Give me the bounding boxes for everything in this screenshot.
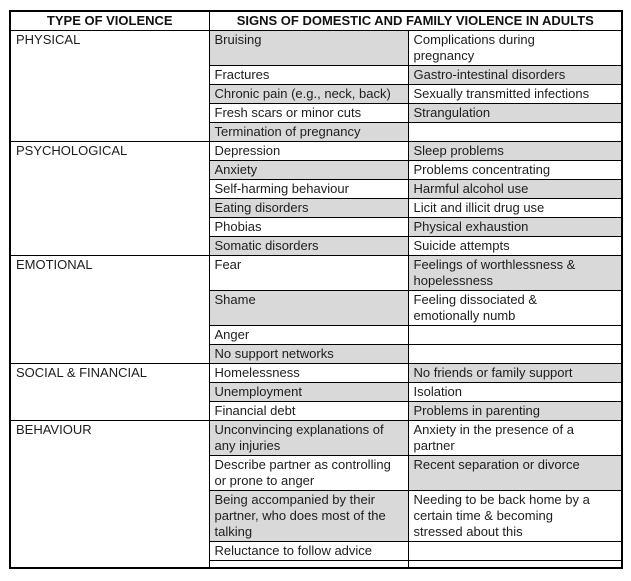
table-row: Termination of pregnancy xyxy=(10,122,623,142)
table-row: PSYCHOLOGICAL Depression Sleep problems xyxy=(9,141,623,256)
sign-cell xyxy=(407,560,623,569)
sign-cell: Complications during pregnancy xyxy=(407,30,623,66)
table-row: SOCIAL & FINANCIAL Homelessness No friends… xyxy=(9,363,623,421)
sign-cell: Reluctance to follow advice xyxy=(208,541,409,561)
table-row: Self-harming behaviour Harmful alcohol us… xyxy=(10,179,623,199)
sign-cell: Feeling dissociated & emotionally numb xyxy=(407,290,623,326)
header-type-of-violence: TYPE OF VIOLENCE xyxy=(9,10,210,31)
table-row: Being accompanied by their partner, who … xyxy=(10,490,623,542)
sign-cell: Recent separation or divorce xyxy=(407,455,623,491)
table-row: Unemployment Isolation xyxy=(10,382,623,402)
sign-cell xyxy=(407,541,623,561)
type-of-violence-cell: EMOTIONAL xyxy=(9,255,210,364)
table-row: Reluctance to follow advice xyxy=(10,541,623,561)
sign-cell: Harmful alcohol use xyxy=(407,179,623,199)
sign-cell: Physical exhaustion xyxy=(407,217,623,237)
table-row: Financial debt Problems in parenting xyxy=(10,401,623,421)
table-row: Eating disorders Licit and illicit drug u… xyxy=(10,198,623,218)
sign-cell: Problems in parenting xyxy=(407,401,623,421)
type-of-violence-cell: BEHAVIOUR xyxy=(9,420,210,569)
table-row: Fresh scars or minor cuts Strangulation xyxy=(10,103,623,123)
table-row: Somatic disorders Suicide attempts xyxy=(10,236,623,256)
type-of-violence-cell: SOCIAL & FINANCIAL xyxy=(9,363,210,421)
sign-cell: Describe partner as controlling or prone… xyxy=(208,455,409,491)
sign-cell: Financial debt xyxy=(208,401,409,421)
table-row: Chronic pain (e.g., neck, back) Sexually … xyxy=(10,84,623,104)
violence-signs-table: TYPE OF VIOLENCE SIGNS OF DOMESTIC AND F… xyxy=(9,10,624,569)
sign-cell: Unconvincing explanations of any injurie… xyxy=(208,420,409,456)
sign-cell: Problems concentrating xyxy=(407,160,623,180)
sign-cell: Phobias xyxy=(208,217,409,237)
sign-cell: Fresh scars or minor cuts xyxy=(208,103,409,123)
sign-cell: Chronic pain (e.g., neck, back) xyxy=(208,84,409,104)
sign-cell: Strangulation xyxy=(407,103,623,123)
sign-cell: Somatic disorders xyxy=(208,236,409,256)
sign-cell xyxy=(407,122,623,142)
sign-cell: Suicide attempts xyxy=(407,236,623,256)
sign-cell: Fractures xyxy=(208,65,409,85)
table-body: PHYSICAL Bruising Complications during pre… xyxy=(9,30,623,569)
table-row: Fractures Gastro-intestinal disorders xyxy=(10,65,623,85)
sign-cell: Being accompanied by their partner, who … xyxy=(208,490,409,542)
sign-cell xyxy=(407,344,623,364)
header-signs-of-violence: SIGNS OF DOMESTIC AND FAMILY VIOLENCE IN… xyxy=(208,10,623,31)
sign-cell: Sleep problems xyxy=(407,141,623,161)
sign-cell: Self-harming behaviour xyxy=(208,179,409,199)
table-row: No support networks xyxy=(10,344,623,364)
sign-cell: Unemployment xyxy=(208,382,409,402)
sign-cell: Licit and illicit drug use xyxy=(407,198,623,218)
table-header-row: TYPE OF VIOLENCE SIGNS OF DOMESTIC AND F… xyxy=(9,10,623,31)
table-row: EMOTIONAL Fear Feelings of worthlessness &… xyxy=(9,255,623,364)
table-row: PHYSICAL Bruising Complications during pre… xyxy=(9,30,623,142)
sign-cell: Eating disorders xyxy=(208,198,409,218)
sign-cell: Anger xyxy=(208,325,409,345)
sign-cell: Isolation xyxy=(407,382,623,402)
table-row: BEHAVIOUR Unconvincing explanations of an… xyxy=(9,420,623,569)
sign-cell: Shame xyxy=(208,290,409,326)
table-row: Anxiety Problems concentrating xyxy=(10,160,623,180)
sign-cell: No friends or family support xyxy=(407,363,623,383)
spacer-row xyxy=(10,560,623,569)
type-of-violence-cell: PHYSICAL xyxy=(9,30,210,142)
sign-cell: Termination of pregnancy xyxy=(208,122,409,142)
sign-cell xyxy=(407,325,623,345)
type-of-violence-cell: PSYCHOLOGICAL xyxy=(9,141,210,256)
sign-cell: Homelessness xyxy=(208,363,409,383)
sign-cell: Needing to be back home by a certain tim… xyxy=(407,490,623,542)
table-row: Phobias Physical exhaustion xyxy=(10,217,623,237)
sign-cell: Bruising xyxy=(208,30,409,66)
sign-cell: Depression xyxy=(208,141,409,161)
sign-cell: Gastro-intestinal disorders xyxy=(407,65,623,85)
sign-cell xyxy=(208,560,409,569)
sign-cell: Anxiety xyxy=(208,160,409,180)
sign-cell: Anxiety in the presence of a partner xyxy=(407,420,623,456)
sign-cell: Fear xyxy=(208,255,409,291)
sign-cell: Sexually transmitted infections xyxy=(407,84,623,104)
sign-cell: No support networks xyxy=(208,344,409,364)
table-row: Describe partner as controlling or prone… xyxy=(10,455,623,491)
sign-cell: Feelings of worthlessness & hopelessness xyxy=(407,255,623,291)
table-row: Shame Feeling dissociated & emotionally n… xyxy=(10,290,623,326)
